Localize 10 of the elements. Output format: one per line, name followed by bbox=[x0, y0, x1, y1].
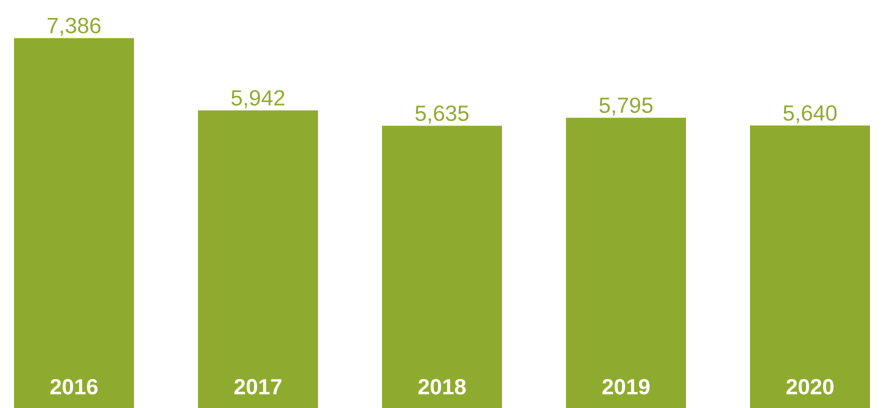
x-tick-label: 2018 bbox=[418, 378, 466, 394]
x-tick-label: 2017 bbox=[234, 378, 282, 394]
data-label: 5,640 bbox=[783, 105, 837, 124]
data-label: 5,635 bbox=[415, 105, 468, 124]
data-label: 7,386 bbox=[48, 18, 100, 36]
x-tick-label: 2016 bbox=[50, 378, 98, 394]
data-label: 5,795 bbox=[599, 97, 652, 116]
data-label: 5,942 bbox=[231, 90, 284, 108]
x-tick-label: 2019 bbox=[602, 378, 650, 394]
x-tick-label: 2020 bbox=[786, 378, 834, 394]
